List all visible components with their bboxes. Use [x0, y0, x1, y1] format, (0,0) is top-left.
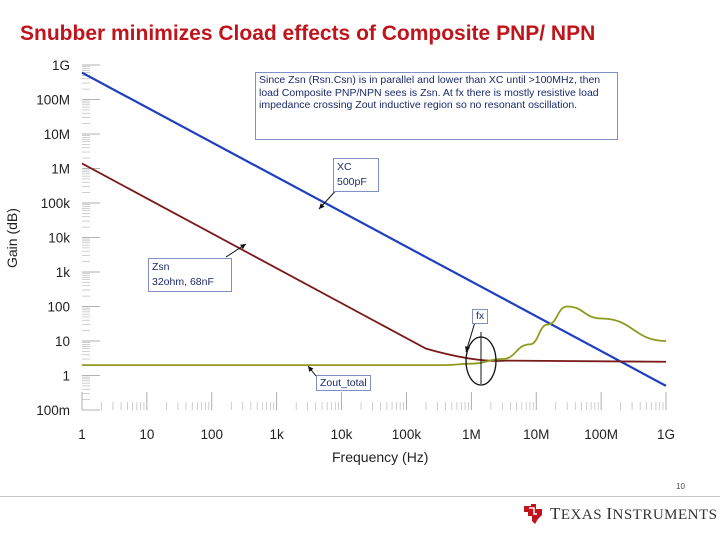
- x-tick-label: 1G: [657, 427, 675, 442]
- footer-divider: [0, 496, 720, 497]
- y-tick-label: 1G: [52, 58, 70, 73]
- y-tick-label: 1k: [56, 265, 71, 280]
- annotation-main-note: Since Zsn (Rsn.Csn) is in parallel and l…: [255, 72, 618, 140]
- x-axis-label: Frequency (Hz): [332, 449, 429, 465]
- y-tick-label: 100k: [41, 196, 71, 211]
- fx-highlight-circle: [465, 336, 497, 386]
- annotation-fx: fx: [472, 309, 489, 324]
- x-tick-label: 1M: [462, 427, 481, 442]
- page-number: 10: [676, 482, 685, 491]
- annotation-zsn-line2: 32ohm, 68nF: [152, 276, 214, 288]
- x-tick-label: 100k: [392, 427, 422, 442]
- ti-logo-icon: [524, 504, 542, 524]
- y-tick-label: 100M: [36, 93, 70, 108]
- annotation-xc-line2: 500pF: [337, 176, 367, 188]
- arrow-zsn-head: [240, 244, 246, 250]
- y-tick-label: 1M: [51, 162, 70, 177]
- ti-logo-text: TEXAS INSTRUMENTS: [550, 504, 718, 523]
- arrow-zout-head: [308, 366, 314, 372]
- x-tick-label: 1k: [270, 427, 285, 442]
- ti-logo: TEXAS INSTRUMENTS: [522, 503, 718, 525]
- x-tick-label: 100: [201, 427, 224, 442]
- annotation-zsn-line1: Zsn: [152, 261, 170, 273]
- series-xc-line: [81, 71, 667, 387]
- annotation-xc: XC 500pF: [333, 158, 379, 192]
- x-tick-label: 100M: [584, 427, 618, 442]
- x-tick-label: 10: [139, 427, 154, 442]
- annotation-zout: Zout_total: [316, 375, 371, 391]
- annotation-zsn: Zsn 32ohm, 68nF: [148, 258, 232, 292]
- y-tick-label: 10M: [44, 127, 70, 142]
- x-tick-label: 10M: [523, 427, 549, 442]
- x-tick-label: 1: [78, 427, 86, 442]
- y-tick-label: 1: [62, 369, 70, 384]
- slide-title: Snubber minimizes Cload effects of Compo…: [20, 22, 596, 45]
- series-zsn-line: [81, 162, 667, 363]
- y-axis-label: Gain (dB): [4, 208, 20, 268]
- y-tick-label: 100m: [36, 403, 70, 418]
- y-tick-label: 100: [47, 300, 70, 315]
- y-tick-label: 10k: [48, 231, 70, 246]
- y-tick-label: 10: [55, 334, 70, 349]
- series-zout-line: [81, 305, 667, 367]
- gain-chart: 1G 100M 10M 1M 100k 10k 1k 100 10 1 100m 1 10 100 1k 10…: [36, 58, 675, 442]
- arrow-xc-head: [319, 203, 325, 209]
- x-tick-label: 10k: [331, 427, 353, 442]
- annotation-xc-line1: XC: [337, 161, 352, 173]
